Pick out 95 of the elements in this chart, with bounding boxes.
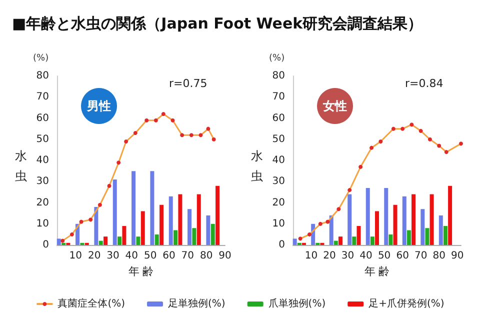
- x-tick-label: 60: [396, 250, 409, 262]
- x-axis-title: 年 齢: [364, 264, 390, 278]
- text: (%): [33, 54, 49, 64]
- bar: [352, 236, 356, 245]
- y-tick-label: 40: [272, 155, 285, 166]
- y-tick-label: 30: [272, 176, 285, 188]
- bar: [402, 196, 406, 245]
- bar: [348, 194, 352, 245]
- annotation: 女性: [322, 99, 347, 113]
- bar: [384, 188, 388, 245]
- bar: [98, 240, 103, 245]
- x-tick-label: 50: [144, 250, 157, 262]
- bar: [438, 215, 443, 245]
- x-tick-label: 70: [181, 250, 194, 262]
- bar: [178, 194, 182, 245]
- x-tick-label: 10: [69, 250, 82, 262]
- y-tick-label: 50: [36, 134, 49, 145]
- annotation: r=0.84: [405, 77, 444, 90]
- y-tick-label: 30: [36, 176, 49, 188]
- y-axis-title: 水虫: [251, 149, 263, 183]
- y-tick-label: 10: [272, 218, 285, 230]
- x-tick-label: 70: [414, 250, 428, 262]
- y-tick-label: 20: [272, 197, 285, 208]
- bar: [192, 228, 196, 245]
- bar: [196, 194, 201, 245]
- bar: [329, 215, 334, 245]
- x-tick-label: 40: [360, 250, 372, 262]
- bar: [393, 204, 398, 245]
- x-tick-label: 20: [323, 250, 336, 262]
- y-tick-label: 0: [278, 240, 285, 250]
- y-tick-label: 0: [42, 240, 49, 250]
- x-tick-label: 50: [378, 250, 391, 262]
- y-tick-label: 80: [36, 70, 49, 82]
- bar: [443, 226, 448, 245]
- bar: [356, 226, 361, 245]
- bar: [366, 188, 370, 245]
- legend-label: 真菌症全体(%): [58, 298, 126, 310]
- bar: [375, 211, 379, 245]
- bar: [370, 236, 374, 245]
- y-tick-label: 40: [36, 155, 49, 166]
- legend-label: 爪単独例(%): [268, 298, 326, 310]
- y-tick-label: 10: [36, 218, 49, 230]
- x-tick-label: 90: [218, 250, 232, 262]
- y-tick-label: 50: [272, 134, 285, 145]
- y-axis-title: 水虫: [15, 149, 27, 183]
- y-tick-label: 80: [272, 70, 285, 82]
- bar: [292, 238, 297, 245]
- bar: [430, 194, 434, 245]
- bar: [122, 226, 126, 245]
- bar: [112, 180, 117, 245]
- bar: [150, 171, 154, 245]
- x-tick-label: 30: [106, 250, 120, 262]
- legend-label: 足単独例(%): [168, 298, 226, 310]
- bar: [168, 196, 173, 245]
- bar: [136, 236, 140, 245]
- bar: [412, 194, 416, 245]
- y-tick-label: 60: [36, 112, 49, 124]
- bar: [160, 204, 164, 245]
- bar: [206, 215, 210, 245]
- chart-title: ■年齢と水虫の関係（Japan Foot Week研究会調査結果）: [12, 14, 423, 32]
- y-tick-label: 70: [36, 92, 49, 103]
- y-tick-label: 60: [272, 112, 285, 124]
- bar: [388, 234, 393, 245]
- annotation: 男性: [86, 99, 111, 113]
- y-tick-label: 70: [272, 92, 285, 103]
- bar: [216, 186, 220, 245]
- bar: [94, 206, 98, 245]
- bar: [188, 209, 192, 245]
- x-tick-label: 80: [432, 250, 446, 262]
- bar: [420, 209, 425, 245]
- bar: [104, 236, 108, 245]
- y-tick-label: 20: [36, 197, 49, 208]
- annotation: r=0.75: [169, 77, 208, 90]
- x-tick-label: 20: [88, 250, 101, 262]
- bar: [56, 238, 61, 245]
- x-tick-label: 40: [125, 250, 138, 262]
- legend-label: 足+爪併発例(%): [368, 298, 444, 310]
- bar: [448, 186, 452, 245]
- x-tick-label: 30: [341, 250, 354, 262]
- bar: [174, 230, 178, 245]
- bar: [140, 211, 145, 245]
- bar: [154, 234, 159, 245]
- bar: [425, 228, 430, 245]
- x-axis-title: 年 齢: [128, 264, 154, 278]
- x-tick-label: 10: [304, 250, 318, 262]
- bar: [338, 236, 342, 245]
- x-tick-label: 80: [200, 250, 213, 262]
- text: (%): [269, 54, 285, 64]
- x-tick-label: 60: [162, 250, 176, 262]
- bar: [118, 236, 122, 245]
- x-tick-label: 90: [450, 250, 464, 262]
- bar: [334, 240, 338, 245]
- bar: [406, 230, 411, 245]
- bar: [132, 171, 136, 245]
- bar: [210, 224, 215, 245]
